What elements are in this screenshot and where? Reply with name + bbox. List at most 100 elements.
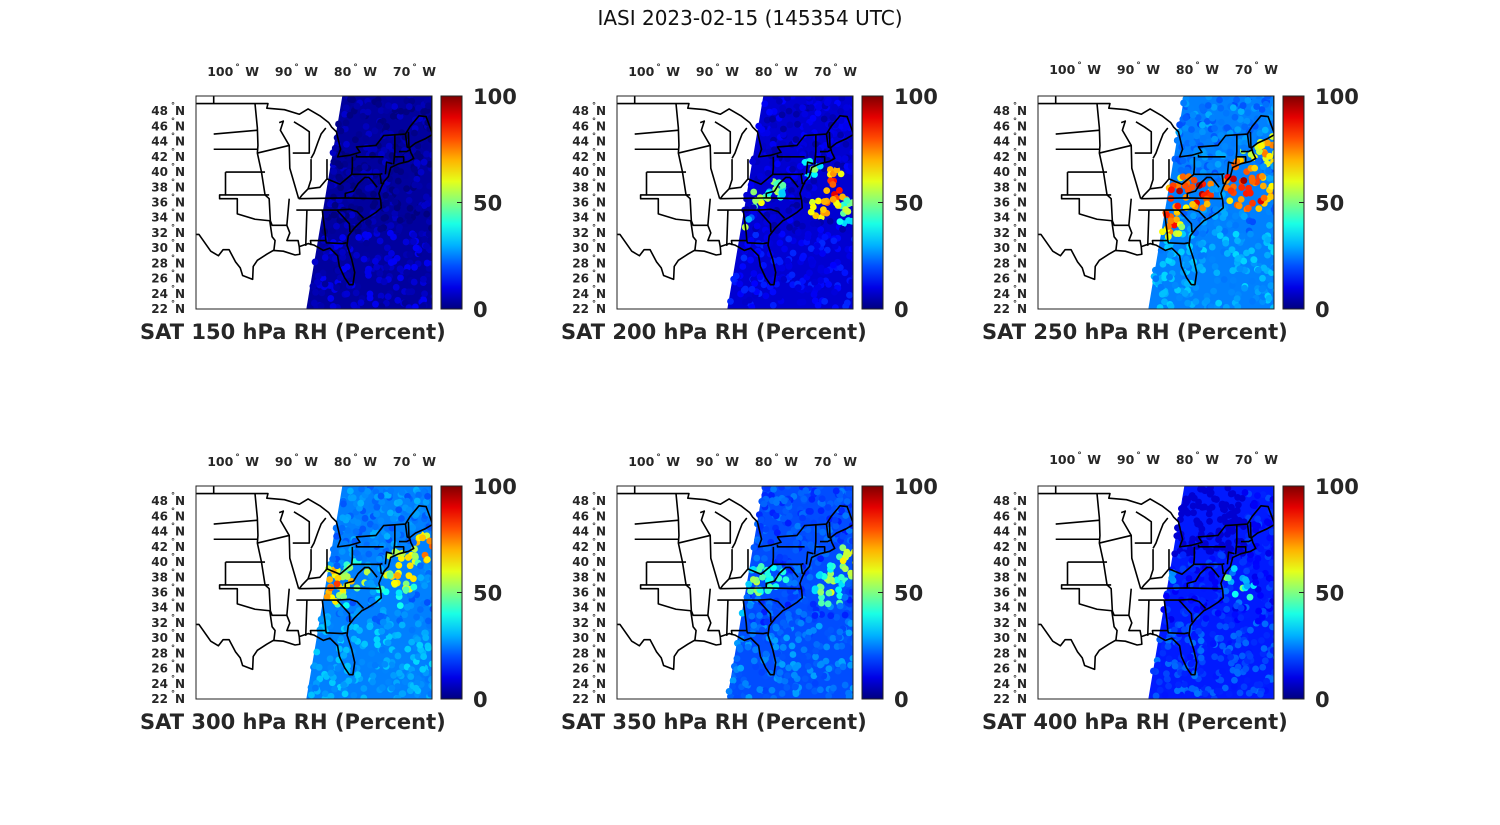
observation-point	[1229, 267, 1237, 274]
observation-point	[750, 621, 758, 629]
observation-point	[811, 171, 818, 179]
state-line	[634, 519, 680, 525]
observation-point	[308, 691, 315, 699]
state-line	[617, 102, 853, 158]
observation-point	[356, 627, 363, 634]
observation-point	[751, 280, 759, 288]
state-line	[728, 159, 749, 190]
lon-tick-label: 80	[755, 454, 773, 469]
degree-symbol: °	[171, 116, 175, 125]
observation-point	[1213, 269, 1221, 277]
observation-point	[1251, 164, 1259, 172]
observation-point	[838, 657, 846, 665]
state-line	[1249, 521, 1252, 538]
observation-point	[1243, 611, 1251, 619]
state-line	[757, 599, 772, 623]
lat-hemisphere: N	[175, 646, 185, 660]
observation-point	[841, 565, 849, 573]
observation-point	[769, 126, 777, 134]
observation-point	[799, 254, 806, 262]
lat-tick-label: 28	[993, 646, 1010, 660]
observation-point	[397, 168, 405, 176]
observation-point	[421, 582, 429, 590]
observation-point	[360, 694, 368, 699]
observation-point	[366, 290, 374, 298]
observation-point	[1216, 96, 1223, 104]
observation-point	[384, 639, 392, 647]
state-line	[814, 156, 826, 163]
observation-point	[1240, 212, 1248, 220]
lon-tick-label: 100	[1049, 452, 1075, 467]
observation-point	[1210, 287, 1218, 295]
colorbar-tick-label: 0	[894, 688, 909, 712]
state-line	[257, 144, 300, 199]
observation-point	[1202, 615, 1210, 622]
state-line	[325, 630, 347, 635]
observation-point	[1228, 288, 1235, 296]
lat-hemisphere: N	[175, 272, 185, 286]
observation-point	[398, 515, 405, 522]
observation-point	[309, 282, 317, 290]
observation-point	[1229, 527, 1236, 535]
observation-point	[795, 608, 803, 616]
state-line	[1167, 240, 1189, 245]
observation-point	[1188, 183, 1196, 191]
lon-hemisphere: W	[304, 454, 318, 469]
degree-symbol: °	[171, 208, 175, 217]
observation-point	[825, 692, 833, 699]
state-line	[1186, 566, 1220, 588]
observation-point	[399, 690, 407, 698]
lat-tick-label: 44	[993, 135, 1010, 149]
state-line	[1226, 551, 1235, 565]
map-frame	[1037, 485, 1275, 700]
observation-point	[750, 657, 758, 665]
observation-point	[401, 299, 409, 307]
observation-point	[381, 505, 389, 512]
observation-point	[1267, 282, 1274, 289]
observation-point	[1186, 548, 1194, 555]
state-line	[678, 144, 721, 199]
observation-point	[760, 261, 767, 269]
observation-point	[403, 268, 411, 276]
observation-point	[835, 155, 842, 163]
observation-point	[359, 112, 367, 120]
observation-point	[1195, 520, 1203, 527]
observation-point	[394, 694, 402, 699]
state-line	[1197, 544, 1226, 548]
observation-point	[373, 263, 381, 271]
state-boundaries	[196, 486, 432, 676]
observation-point	[403, 497, 411, 505]
observation-point	[1246, 652, 1254, 660]
observation-point	[830, 684, 837, 692]
observation-point	[770, 694, 778, 699]
observation-point	[790, 671, 798, 679]
observation-point	[317, 302, 325, 309]
observation-point	[794, 284, 802, 292]
observation-point	[1250, 521, 1258, 528]
observation-point	[1211, 592, 1218, 600]
observation-point	[786, 224, 793, 231]
observation-point	[745, 693, 753, 699]
state-line	[1120, 120, 1132, 146]
observation-point	[792, 546, 800, 554]
observation-point	[812, 653, 819, 661]
degree-symbol: °	[1013, 284, 1017, 293]
observation-point	[387, 487, 395, 495]
lat-tick-label: 32	[151, 226, 168, 240]
state-line	[765, 566, 799, 588]
observation-point	[749, 158, 756, 166]
lat-tick-label: 32	[572, 616, 589, 630]
lat-hemisphere: N	[175, 601, 185, 615]
degree-symbol: °	[171, 643, 175, 652]
observation-point	[1270, 264, 1274, 272]
observation-point	[418, 694, 426, 699]
observation-point	[778, 661, 786, 668]
observation-point	[377, 612, 384, 620]
degree-symbol: °	[171, 552, 175, 561]
observation-point	[1213, 496, 1220, 503]
observation-point	[839, 663, 847, 671]
observation-point	[1254, 492, 1261, 499]
observation-point	[357, 299, 365, 306]
observation-point	[801, 176, 809, 183]
observation-point	[370, 190, 377, 198]
